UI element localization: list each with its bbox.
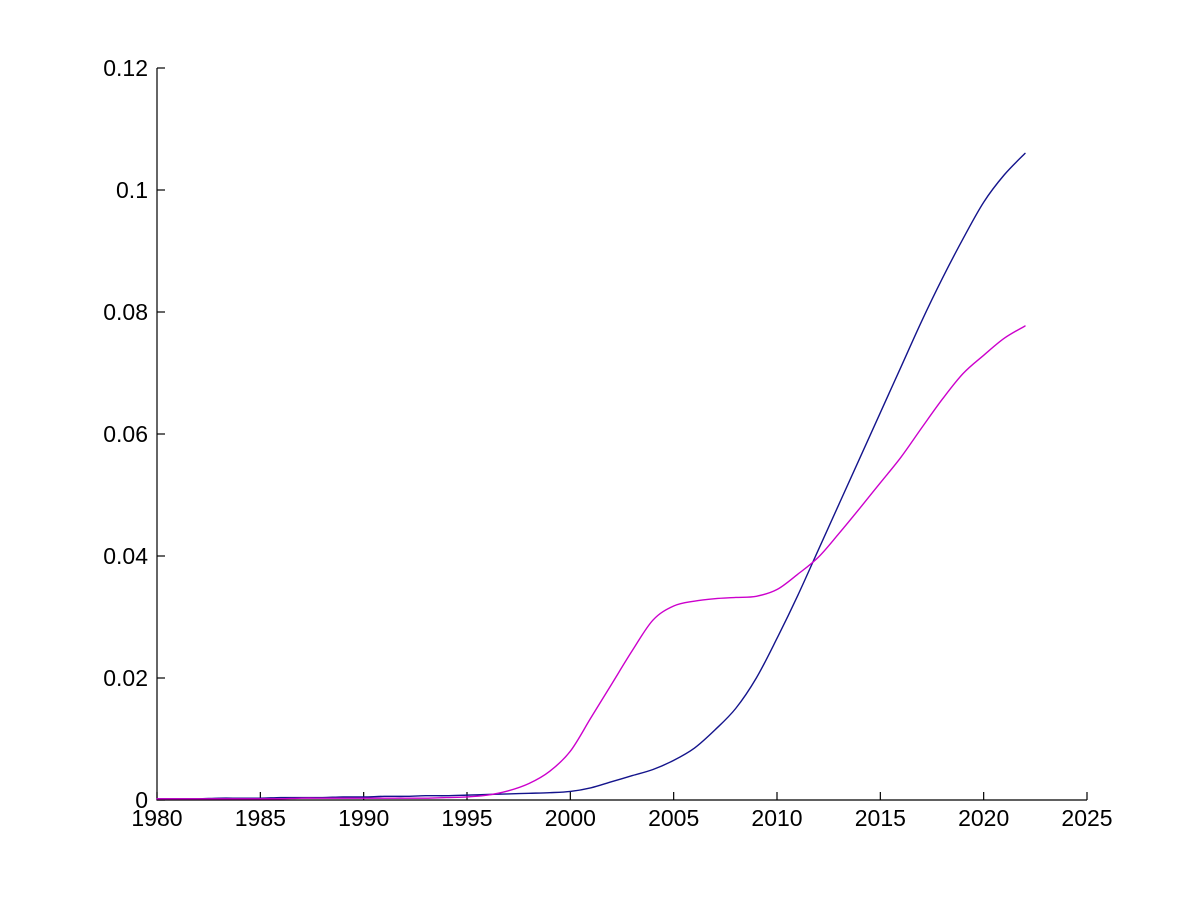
x-tick-label: 1990 [338,805,389,831]
x-tick-label: 2005 [648,805,699,831]
y-tick-label: 0.08 [103,299,148,325]
x-tick-label: 1995 [441,805,492,831]
x-tick-label: 1980 [131,805,182,831]
y-tick-label: 0.12 [103,55,148,81]
y-tick-label: 0.1 [116,177,148,203]
x-tick-label: 2010 [751,805,802,831]
y-tick-label: 0.04 [103,543,148,569]
blue-curve [156,152,1026,800]
axis-lines [156,68,1087,801]
x-tick-label: 2025 [1061,805,1112,831]
x-tick-label: 2020 [958,805,1009,831]
x-tick-label: 2015 [855,805,906,831]
y-tick-label: 0.06 [103,421,148,447]
y-tick-label: 0.02 [103,665,148,691]
x-tick-label: 2000 [545,805,596,831]
x-tick-label: 1985 [235,805,286,831]
magenta-curve [156,325,1026,800]
y-tick-label: 0 [135,787,148,813]
